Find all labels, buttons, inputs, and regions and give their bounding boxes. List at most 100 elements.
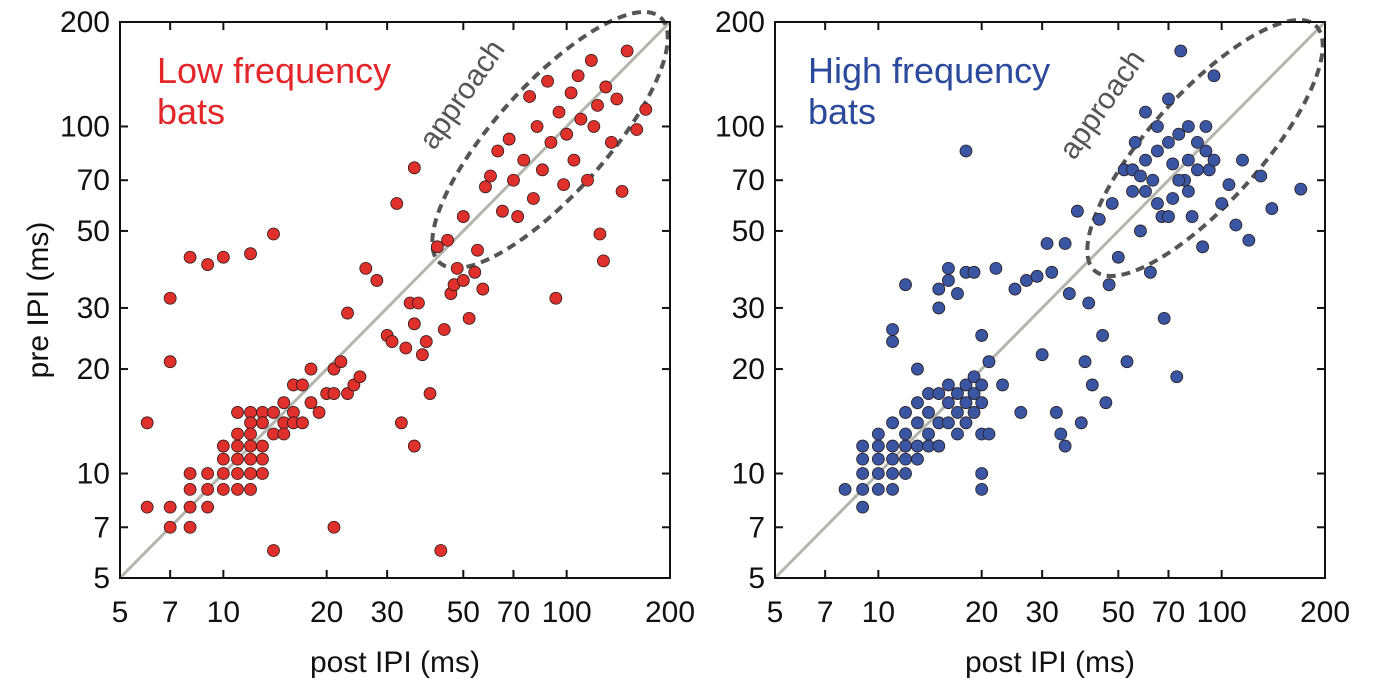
point [584, 54, 598, 67]
point [523, 90, 537, 103]
plot-frame [774, 21, 1326, 579]
point [871, 483, 885, 496]
point [871, 439, 885, 453]
point [899, 467, 912, 480]
point [967, 387, 981, 400]
point [552, 105, 566, 119]
plot-frame [119, 21, 671, 579]
point [296, 416, 309, 430]
point [1254, 169, 1268, 183]
point [334, 355, 348, 369]
chart-title: Low frequency bats [157, 50, 392, 133]
point [639, 102, 653, 116]
point [856, 467, 870, 480]
point [231, 427, 244, 441]
point [437, 323, 451, 336]
point [899, 452, 912, 466]
point [597, 254, 610, 268]
point [989, 261, 1003, 275]
point [922, 427, 935, 441]
point [856, 483, 870, 496]
point [856, 500, 870, 514]
point [1099, 396, 1113, 410]
point [967, 406, 981, 419]
point [1045, 265, 1059, 279]
point [163, 291, 177, 305]
point [942, 416, 955, 430]
point [304, 396, 318, 410]
point [610, 92, 624, 106]
point [951, 387, 964, 400]
y-tick-label: 200 [715, 6, 765, 39]
point [216, 483, 230, 496]
point [1074, 416, 1088, 430]
point [899, 278, 912, 292]
point [163, 500, 177, 514]
x-tick-label: 10 [207, 596, 240, 629]
point [1191, 135, 1204, 149]
point [277, 396, 291, 410]
y-tick-label: 7 [748, 511, 765, 544]
point [1020, 274, 1033, 287]
point [1222, 178, 1236, 192]
chart-title: High frequency bats [808, 50, 1051, 133]
point [1166, 157, 1180, 171]
point [479, 180, 492, 194]
point [1058, 237, 1072, 250]
x-tick-label: 50 [447, 596, 480, 629]
point [327, 387, 341, 400]
point [967, 370, 981, 384]
point [430, 240, 444, 254]
point [615, 185, 629, 198]
x-axis-label: post IPI (ms) [310, 646, 480, 679]
point [911, 362, 924, 376]
point [996, 378, 1009, 392]
point [922, 406, 935, 419]
point [450, 261, 464, 275]
point [886, 323, 899, 336]
point [1151, 144, 1164, 158]
point [591, 99, 604, 112]
x-tick-label: 70 [1152, 596, 1185, 629]
point [419, 335, 433, 348]
point [1111, 250, 1125, 264]
point [244, 452, 257, 466]
point [899, 439, 912, 453]
point [201, 258, 215, 271]
point [536, 163, 549, 177]
point [1070, 204, 1084, 218]
point [1146, 173, 1160, 187]
point [581, 173, 594, 187]
point [1134, 169, 1147, 183]
point [620, 44, 634, 58]
point [1172, 127, 1186, 141]
point [856, 439, 870, 453]
point [871, 467, 885, 480]
point [932, 387, 946, 400]
point [1054, 427, 1068, 441]
point [599, 80, 613, 94]
point [630, 123, 644, 136]
point [1062, 287, 1076, 300]
point [982, 355, 996, 369]
point [407, 317, 421, 331]
point [183, 467, 197, 480]
point [1151, 120, 1164, 133]
point [216, 452, 230, 466]
point [541, 74, 554, 88]
point [1139, 153, 1152, 167]
point [1181, 153, 1195, 167]
y-tick-label: 50 [732, 215, 765, 248]
point [183, 250, 197, 264]
point [163, 355, 177, 369]
point [871, 452, 885, 466]
point [886, 335, 899, 348]
point [231, 406, 244, 419]
point [201, 483, 215, 496]
point [456, 210, 470, 223]
point [942, 378, 955, 392]
point [244, 427, 257, 441]
point [886, 452, 899, 466]
point [244, 467, 257, 480]
point [982, 427, 996, 441]
